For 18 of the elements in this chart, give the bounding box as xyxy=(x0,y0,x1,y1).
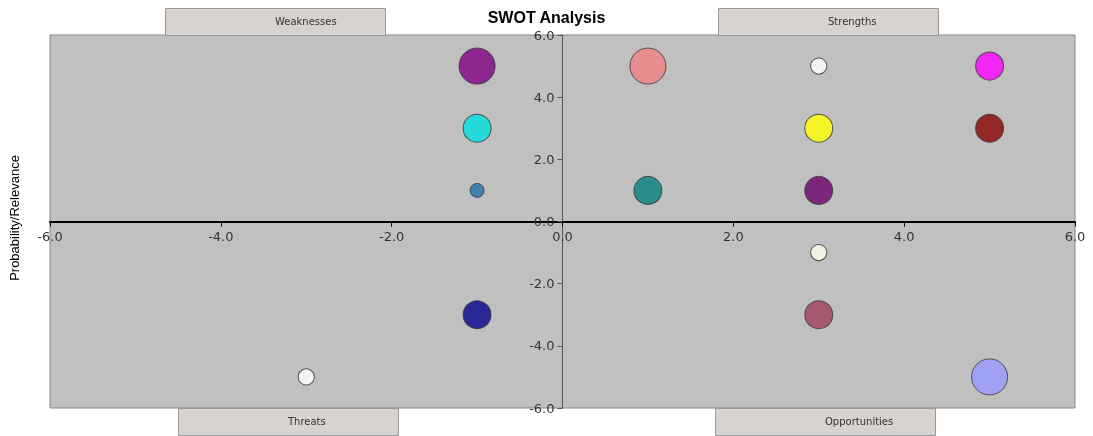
x-tick-label: 6.0 xyxy=(1064,228,1086,244)
text: Weaknesses xyxy=(275,15,337,27)
y-tick-label: 2.0 xyxy=(533,151,555,167)
y-axis-title: Probability/Relevance xyxy=(6,155,22,281)
text: Opportunities xyxy=(825,415,894,427)
y-tick-label: -4.0 xyxy=(529,338,555,354)
text: Strengths xyxy=(828,15,877,27)
x-tick-label: 4.0 xyxy=(893,228,915,244)
x-tick-label: -2.0 xyxy=(378,228,405,244)
x-tick-label: 2.0 xyxy=(722,228,744,244)
x-tick-label: -6.0 xyxy=(37,228,63,244)
y-tick-label: -6.0 xyxy=(529,400,555,416)
chart-title: SWOT Analysis xyxy=(487,8,606,26)
text: Threats xyxy=(287,415,326,427)
y-tick-label: 4.0 xyxy=(533,89,555,105)
x-tick-label: -4.0 xyxy=(208,228,234,244)
y-tick-label: 6.0 xyxy=(533,27,555,43)
y-tick-label: -2.0 xyxy=(529,276,555,292)
